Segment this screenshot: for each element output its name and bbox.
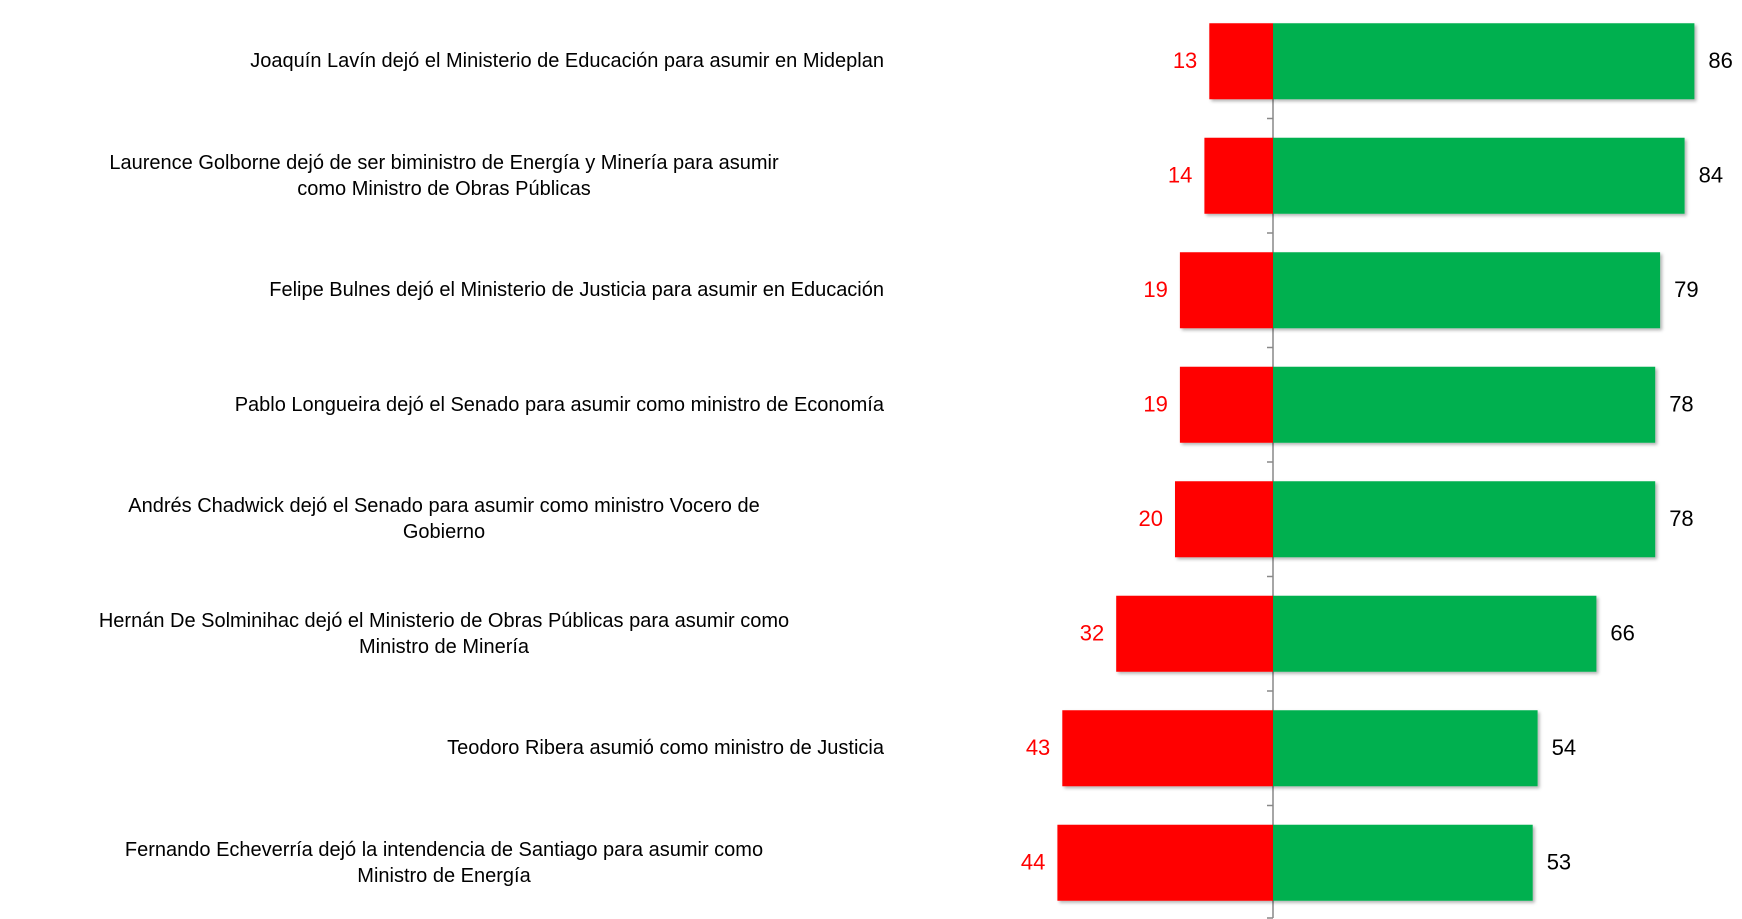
- bar: [1179, 252, 1273, 329]
- category-label: Pablo Longueira dejó el Senado para asum…: [234, 393, 884, 416]
- bar: [1273, 252, 1661, 329]
- bar: [1273, 366, 1656, 443]
- bar: [1273, 481, 1656, 558]
- bar: [1273, 710, 1538, 787]
- bar: [1273, 23, 1695, 100]
- category-label: Fernando Echeverría dejó la intendencia …: [124, 838, 764, 887]
- category-label: Laurence Golborne dejó de ser biministro…: [109, 151, 779, 200]
- bar: [1175, 481, 1273, 558]
- value-label: 19: [1143, 277, 1167, 302]
- value-label: 19: [1143, 392, 1167, 417]
- value-label: 20: [1139, 506, 1163, 531]
- value-label: 13: [1173, 48, 1197, 73]
- bar: [1116, 595, 1273, 672]
- bar: [1179, 366, 1273, 443]
- value-label: 44: [1021, 850, 1045, 875]
- bar: [1273, 824, 1533, 901]
- category-label: Andrés Chadwick dejó el Senado para asum…: [128, 495, 760, 544]
- bar: [1273, 137, 1685, 214]
- bar: [1057, 824, 1273, 901]
- value-label: 66: [1610, 621, 1634, 646]
- value-label: 84: [1699, 163, 1723, 188]
- category-label: Hernán De Solminihac dejó el Ministerio …: [98, 609, 790, 658]
- value-label: 86: [1708, 48, 1732, 73]
- bar: [1273, 595, 1597, 672]
- value-label: 43: [1026, 735, 1050, 760]
- category-label: Joaquín Lavín dejó el Ministerio de Educ…: [250, 50, 884, 73]
- value-label: 79: [1674, 277, 1698, 302]
- category-label: Felipe Bulnes dejó el Ministerio de Just…: [269, 279, 884, 302]
- value-label: 32: [1080, 621, 1104, 646]
- value-label: 53: [1547, 850, 1571, 875]
- bar: [1209, 23, 1273, 100]
- value-label: 14: [1168, 163, 1192, 188]
- value-label: 78: [1669, 392, 1693, 417]
- bar: [1062, 710, 1273, 787]
- value-label: 54: [1552, 735, 1576, 760]
- value-label: 78: [1669, 506, 1693, 531]
- bar: [1204, 137, 1273, 214]
- category-label: Teodoro Ribera asumió como ministro de J…: [447, 737, 884, 760]
